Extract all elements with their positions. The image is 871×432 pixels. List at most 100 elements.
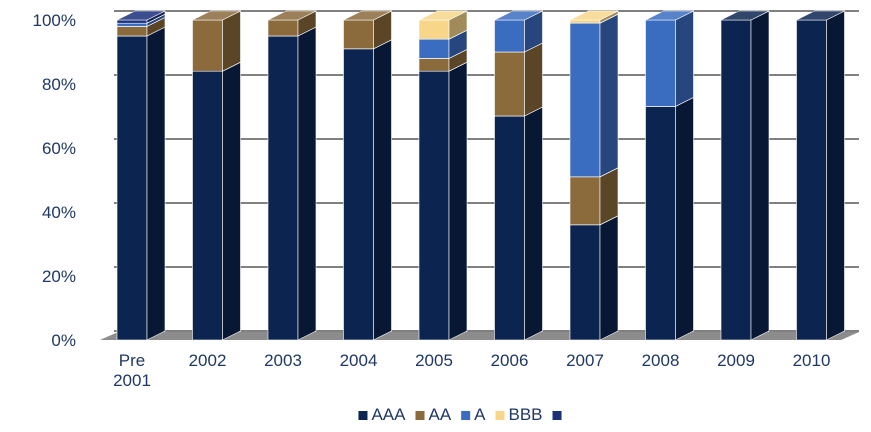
bar-segment-top [192,10,241,21]
bar-segment-side [750,10,770,341]
y-tick-label: 80% [42,75,76,94]
bar-segment-front [192,19,223,72]
y-tick-label: 100% [33,11,76,30]
bar-segment-front [494,51,525,117]
x-tick-label: 2009 [717,351,755,370]
x-tick-line: 2006 [491,351,529,370]
legend-item: A [461,405,486,424]
y-axis-ticks: 0% 20% 40% 60% 80% 100% [33,11,76,350]
bar-segment-side [599,167,619,226]
bar-segment-front [569,224,601,341]
bar-segment-front [569,22,601,178]
x-tick-label: 2005 [415,351,453,370]
x-tick-label: 2006 [491,351,529,370]
bar-segment-side [826,10,845,341]
bar-segment-side [448,61,468,341]
x-tick-line: 2002 [189,351,227,370]
x-tick-line: 2007 [566,351,604,370]
x-tick-label: 2008 [642,351,680,370]
bar-segment-side [373,39,392,341]
bar-segment-top [343,10,392,21]
bar-segment-side [599,13,619,178]
bar-segment-front [418,19,450,40]
y-tick-label: 60% [42,139,76,158]
bar-segment-top [796,10,845,21]
bar-segment-front [494,19,525,53]
x-tick-label: 2004 [340,351,378,370]
bar-segment-front [796,19,827,341]
legend-label: A [474,405,486,424]
bar-segment-front [494,115,525,341]
x-tick-line: 2010 [793,351,831,370]
legend-swatch [461,411,471,420]
x-tick-line: 2003 [264,351,302,370]
bar-stack [343,10,392,341]
bar-segment-front [343,19,374,50]
bar-stack [645,10,694,341]
legend-label: AA [428,405,451,424]
bar-segment-front [116,26,148,37]
x-tick-line: 2004 [340,351,378,370]
bar-stack [720,10,770,341]
x-tick-label: 2002 [189,351,227,370]
legend-swatch [358,411,368,420]
bar-segment-top [645,10,694,21]
legend-item: AA [415,405,452,424]
bar-stack [192,10,241,341]
bar-segment-front [418,38,450,59]
bar-segment-front [343,48,374,341]
bar-segment-front [116,35,148,341]
bar-segment-top [267,10,317,21]
bar-segment-side [146,26,166,341]
x-tick-line: 2001 [113,371,151,390]
x-tick-line: Pre [119,351,145,370]
bar-segment-top [116,10,166,21]
bar-segment-top [569,10,619,21]
legend: AAA AA A BBB [358,405,562,424]
bar-segment-side [222,10,241,72]
x-tick-line: 2009 [717,351,755,370]
y-tick-label: 0% [51,331,76,350]
bar-segment-front [418,70,450,341]
bar-stack [796,10,845,341]
x-tick-line: 2005 [415,351,453,370]
y-tick-label: 40% [42,203,76,222]
x-tick-line: 2008 [642,351,680,370]
bar-stack [267,10,317,341]
legend-item: BBB [495,405,543,424]
bar-segment-side [675,96,694,341]
bar-stack [494,10,543,341]
bar-segment-front [116,22,148,27]
x-tick-label: Pre 2001 [113,351,151,390]
x-tick-label: 2003 [264,351,302,370]
bar-segment-front [267,35,299,341]
bar-stack [569,10,619,341]
x-tick-label: 2010 [793,351,831,370]
bars [116,10,845,341]
bar-stack [418,10,468,341]
bar-segment-front [645,106,676,341]
legend-swatch [415,411,425,420]
bar-segment-top [494,10,543,21]
bar-segment-front [267,19,299,37]
bar-segment-side [599,215,619,341]
y-tick-label: 20% [42,267,76,286]
bar-segment-front [418,58,450,72]
legend-label: AAA [371,405,406,424]
legend-swatch [552,411,562,420]
bar-segment-side [524,106,543,341]
legend-item: AAA [358,405,406,424]
bar-segment-front [645,19,676,107]
bar-segment-front [569,19,601,24]
legend-swatch [495,411,505,420]
bar-segment-front [116,19,148,24]
bar-stack [116,10,166,341]
bar-segment-top [418,10,468,21]
x-tick-label: 2007 [566,351,604,370]
bar-segment-side [222,61,241,341]
bar-segment-front [192,70,223,341]
legend-label: BBB [509,405,543,424]
bar-segment-front [569,176,601,226]
